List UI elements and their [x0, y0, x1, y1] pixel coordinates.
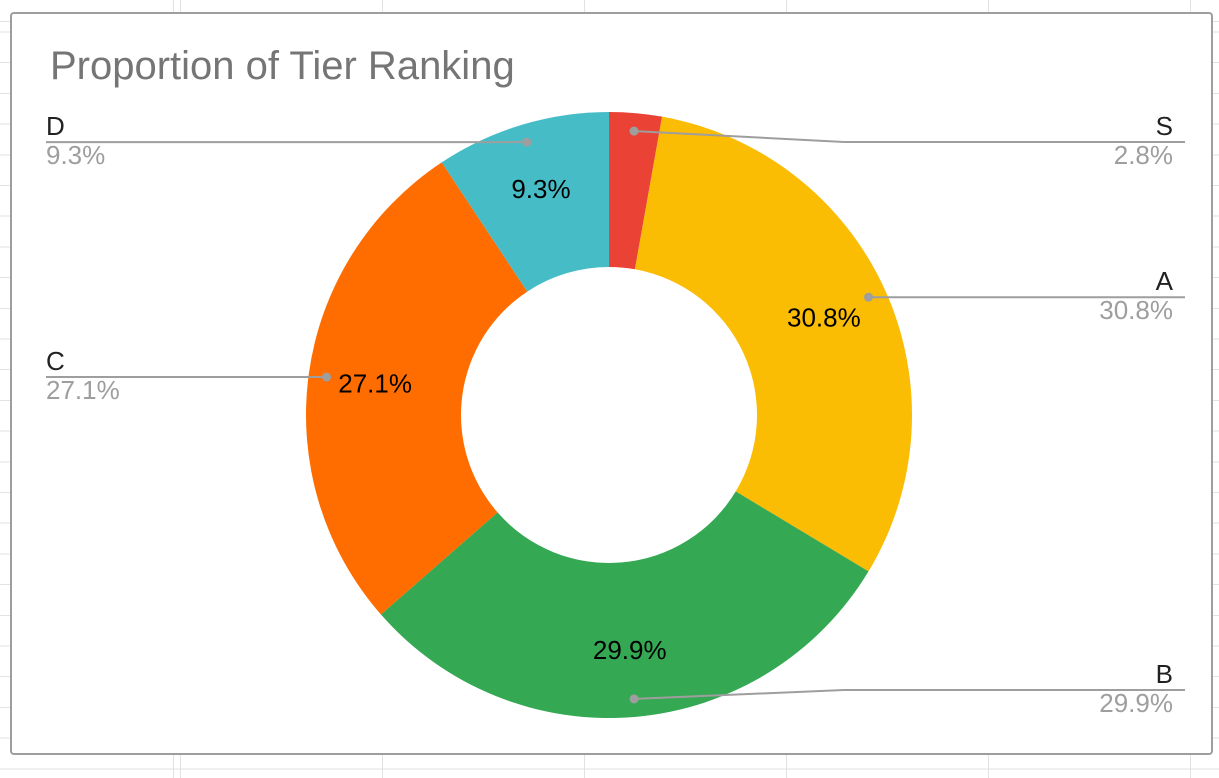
callout-name-D: D	[46, 111, 65, 141]
slice-A[interactable]	[634, 116, 912, 572]
callout-name-S: S	[1156, 111, 1173, 141]
donut-chart[interactable]: S2.8%30.8%A30.8%29.9%B29.9%27.1%C27.1%9.…	[12, 14, 1211, 753]
chart-title: Proportion of Tier Ranking	[50, 44, 515, 88]
slice-C[interactable]	[305, 162, 528, 615]
leader-dot-C	[322, 372, 332, 382]
slice-label-D: 9.3%	[511, 174, 570, 204]
leader-dot-B	[629, 694, 639, 704]
leader-dot-A	[864, 292, 874, 302]
callout-name-B: B	[1156, 659, 1173, 689]
callout-name-A: A	[1156, 266, 1174, 296]
callout-pct-C: 27.1%	[46, 375, 120, 405]
leader-line-S	[634, 130, 1185, 143]
callout-name-C: C	[46, 346, 65, 376]
callout-pct-D: 9.3%	[46, 140, 105, 170]
slice-D[interactable]	[441, 112, 609, 292]
leader-line-B	[634, 689, 1185, 700]
callout-pct-S: 2.8%	[1114, 140, 1173, 170]
slice-label-C: 27.1%	[338, 369, 412, 399]
slice-S[interactable]	[609, 112, 663, 270]
callout-pct-A: 30.8%	[1099, 295, 1173, 325]
slice-B[interactable]	[380, 491, 869, 719]
slice-label-A: 30.8%	[787, 302, 861, 332]
leader-dot-S	[629, 126, 639, 136]
leader-dot-D	[522, 137, 532, 147]
chart-container[interactable]: Proportion of Tier Ranking S 2.8% 30.8% A 30…	[10, 12, 1213, 755]
callout-pct-B: 29.9%	[1099, 688, 1173, 718]
slice-label-B: 29.9%	[593, 635, 667, 665]
